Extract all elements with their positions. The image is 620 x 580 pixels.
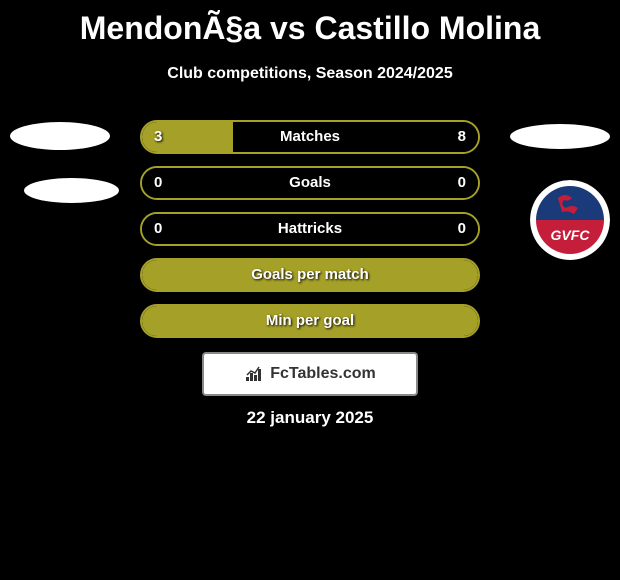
subtitle: Club competitions, Season 2024/2025 [0,65,620,83]
stat-bar-min-per-goal: Min per goal [140,304,480,338]
chart-icon [244,365,264,383]
stat-right-value: 0 [458,168,466,198]
stat-right-value: 8 [458,122,466,152]
stat-label: Goals per match [142,260,478,290]
stat-bar-matches: 3 Matches 8 [140,120,480,154]
stat-label: Min per goal [142,306,478,336]
club-badge-text: GVFC [551,227,591,243]
date-text: 22 january 2025 [0,408,620,428]
stat-bar-goals-per-match: Goals per match [140,258,480,292]
stat-label: Hattricks [142,214,478,244]
logo-box: FcTables.com [202,352,418,396]
stat-label: Matches [142,122,478,152]
stat-bar-goals: 0 Goals 0 [140,166,480,200]
avatar-player-right-1 [510,124,610,149]
stats-bars-container: 3 Matches 8 0 Goals 0 0 Hattricks 0 Goal… [140,120,480,350]
avatar-player-left-2 [24,178,119,203]
club-badge: GVFC [530,180,610,260]
stat-bar-hattricks: 0 Hattricks 0 [140,212,480,246]
logo-text: FcTables.com [270,365,376,383]
avatar-player-left-1 [10,122,110,150]
club-badge-icon: GVFC [530,180,610,260]
stat-label: Goals [142,168,478,198]
stat-right-value: 0 [458,214,466,244]
page-title: MendonÃ§a vs Castillo Molina [0,0,620,47]
